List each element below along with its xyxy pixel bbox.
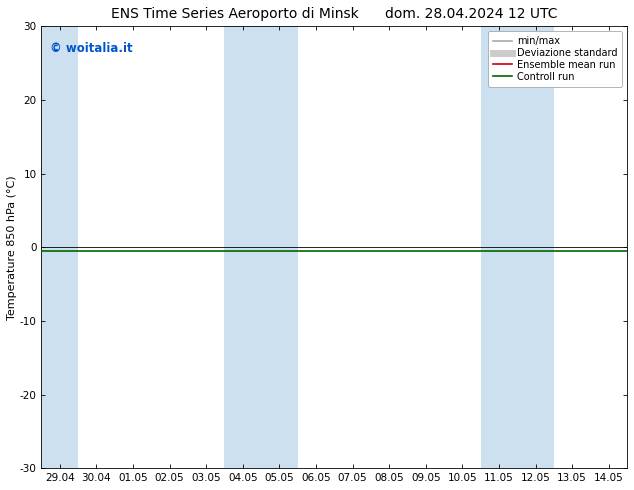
Text: © woitalia.it: © woitalia.it bbox=[50, 42, 133, 55]
Y-axis label: Temperature 850 hPa (°C): Temperature 850 hPa (°C) bbox=[7, 175, 17, 319]
Legend: min/max, Deviazione standard, Ensemble mean run, Controll run: min/max, Deviazione standard, Ensemble m… bbox=[488, 31, 622, 87]
Bar bbox=[224, 26, 297, 468]
Bar bbox=[41, 26, 78, 468]
Title: ENS Time Series Aeroporto di Minsk      dom. 28.04.2024 12 UTC: ENS Time Series Aeroporto di Minsk dom. … bbox=[111, 7, 557, 21]
Bar bbox=[481, 26, 554, 468]
